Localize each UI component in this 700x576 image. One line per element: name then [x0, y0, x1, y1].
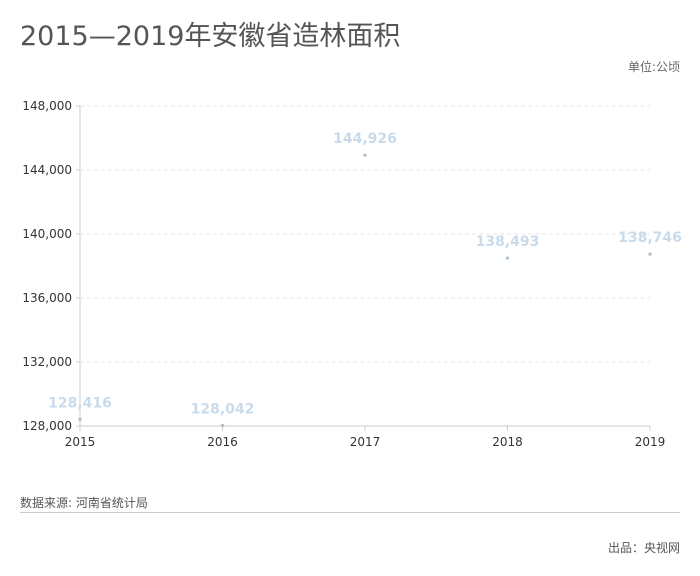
data-labels: 128,416 128,042 144,926 138,493 138,746 [48, 131, 682, 417]
y-axis-ticks: 128,000 132,000 136,000 140,000 144,000 148,0… [22, 99, 80, 433]
data-label: 128,042 [191, 401, 255, 417]
y-tick-label: 144,000 [22, 163, 72, 177]
y-tick-label: 132,000 [22, 355, 72, 369]
y-tick-label: 148,000 [22, 99, 72, 113]
data-point [363, 153, 367, 157]
grid-lines [80, 105, 650, 363]
data-label: 138,746 [618, 230, 682, 246]
data-points [78, 153, 652, 427]
x-tick-label: 2016 [207, 435, 238, 449]
x-tick-label: 2019 [635, 435, 666, 449]
x-tick-label: 2018 [492, 435, 523, 449]
data-point [220, 423, 225, 427]
x-tick-label: 2017 [350, 435, 381, 449]
unit-label: 单位:公顷 [627, 60, 680, 74]
data-point [505, 256, 510, 260]
data-label: 128,416 [48, 395, 112, 411]
credit-line: 出品：央视网 [607, 541, 680, 555]
y-tick-label: 140,000 [22, 227, 72, 241]
data-source: 数据来源: 河南省统计局 [20, 496, 148, 510]
x-axis-ticks: 2015 2016 2017 2018 2019 [65, 426, 666, 449]
y-tick-label: 136,000 [22, 291, 72, 305]
data-point [648, 252, 652, 256]
data-label: 144,926 [333, 131, 397, 147]
chart-title: 2015—2019年安徽省造林面积 [20, 21, 401, 52]
data-point [78, 417, 82, 421]
y-tick-label: 128,000 [22, 419, 72, 433]
x-tick-label: 2015 [65, 435, 96, 449]
data-label: 138,493 [476, 234, 540, 250]
footer-divider [20, 512, 680, 513]
